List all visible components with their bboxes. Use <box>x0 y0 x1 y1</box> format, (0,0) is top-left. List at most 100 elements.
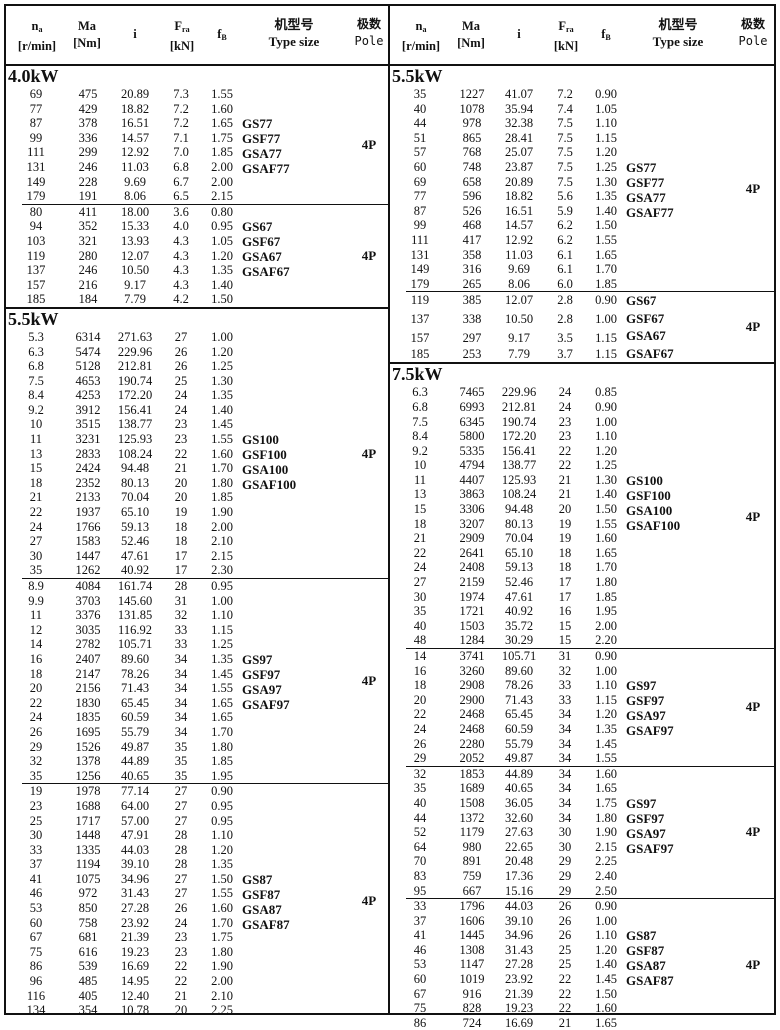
cell-radial-force: 31 <box>558 649 572 663</box>
cell-torque: 596 <box>462 189 482 204</box>
cell-radial-force: 33 <box>558 692 572 707</box>
type-size: GSAF67 <box>626 345 674 361</box>
cell-service-factor: 1.10 <box>595 928 617 943</box>
cell-radial-force: 7.5 <box>557 159 573 174</box>
type-size: GS77 <box>626 160 657 175</box>
cell-ratio: 47.61 <box>120 548 150 563</box>
cell-service-factor: 1.55 <box>595 751 617 766</box>
table-row: 131 246 11.03 6.8 2.00 <box>6 160 388 175</box>
cell-ratio: 105.71 <box>117 637 153 652</box>
cell-output-speed: 8.9 <box>28 579 44 593</box>
cell-output-speed: 23 <box>29 798 43 813</box>
cell-torque: 265 <box>462 276 482 291</box>
cell-ratio: 172.20 <box>501 429 537 444</box>
cell-ratio: 18.82 <box>120 101 150 116</box>
table-row: 53 1147 27.28 25 1.40 <box>390 957 774 972</box>
cell-torque: 1194 <box>75 857 101 872</box>
table-row: 13 2833 108.24 22 1.60 <box>6 447 388 462</box>
header-ratio: i <box>517 27 521 41</box>
cell-torque: 980 <box>462 839 482 854</box>
cell-ratio: 13.93 <box>120 233 150 248</box>
cell-service-factor: 1.10 <box>595 429 617 444</box>
cell-radial-force: 6.8 <box>173 159 189 174</box>
cell-ratio: 49.87 <box>504 751 534 766</box>
table-row: 9.9 3703 145.60 31 1.00 <box>6 594 388 609</box>
cell-radial-force: 26 <box>174 344 188 359</box>
cell-radial-force: 20 <box>174 1003 188 1018</box>
cell-service-factor: 1.60 <box>211 901 233 916</box>
cell-output-speed: 137 <box>26 263 46 278</box>
cell-radial-force: 6.5 <box>173 189 189 204</box>
cell-torque: 299 <box>78 145 98 160</box>
cell-ratio: 27.28 <box>120 901 150 916</box>
table-row: 35 1689 40.65 34 1.65 <box>390 781 774 796</box>
cell-ratio: 138.77 <box>117 417 153 432</box>
cell-radial-force: 22 <box>174 974 188 989</box>
cell-service-factor: 1.65 <box>211 695 233 710</box>
cell-ratio: 31.43 <box>504 942 534 957</box>
type-size: GSA100 <box>626 502 673 518</box>
cell-radial-force: 28 <box>174 579 188 593</box>
type-size: GSF87 <box>242 886 281 902</box>
cell-radial-force: 23 <box>558 429 572 444</box>
cell-output-speed: 69 <box>29 87 43 101</box>
cell-output-speed: 12 <box>29 622 43 637</box>
cell-radial-force: 34 <box>174 666 188 681</box>
cell-torque: 1308 <box>459 942 485 957</box>
cell-torque: 681 <box>78 930 98 945</box>
cell-output-speed: 35 <box>413 604 427 619</box>
table-row: 20 2900 71.43 33 1.15 <box>390 693 774 708</box>
cell-torque: 1508 <box>459 795 485 810</box>
cell-service-factor: 1.80 <box>211 475 233 490</box>
type-size-list: GS97 GSF97 GSA97 GSAF97 <box>626 649 674 766</box>
cell-output-speed: 111 <box>411 232 429 247</box>
power-rating-title: 5.5kW <box>392 66 443 86</box>
table-row: 13 3863 108.24 21 1.40 <box>390 487 774 502</box>
cell-service-factor: 1.65 <box>211 116 233 131</box>
cell-service-factor: 1.45 <box>211 666 233 681</box>
cell-service-factor: 1.30 <box>595 174 617 189</box>
cell-output-speed: 40 <box>413 101 427 116</box>
cell-ratio: 34.96 <box>120 871 150 886</box>
cell-service-factor: 2.15 <box>211 189 233 204</box>
cell-radial-force: 28 <box>174 828 188 843</box>
table-row: 14 3741 105.71 31 0.90 <box>390 649 774 664</box>
cell-torque: 1978 <box>75 784 101 799</box>
cell-torque: 978 <box>462 116 482 131</box>
type-size-list: GS100 GSF100 GSA100 GSAF100 <box>242 330 296 578</box>
cell-output-speed: 137 <box>410 312 430 327</box>
cell-output-speed: 37 <box>29 857 43 872</box>
table-row: 131 358 11.03 6.1 1.65 <box>390 248 774 263</box>
table-row: 24 1766 59.13 18 2.00 <box>6 520 388 535</box>
cell-output-speed: 33 <box>29 842 43 857</box>
cell-ratio: 44.03 <box>504 899 534 914</box>
table-row: 119 385 12.07 2.8 0.90 <box>390 292 774 308</box>
cell-service-factor: 1.35 <box>211 857 233 872</box>
cell-torque: 2900 <box>459 692 485 707</box>
cell-radial-force: 34 <box>174 681 188 696</box>
cell-output-speed: 75 <box>413 1001 427 1016</box>
table-row: 60 748 23.87 7.5 1.25 <box>390 160 774 175</box>
cell-torque: 1075 <box>75 871 101 886</box>
gearbox-group: 69 475 20.89 7.3 1.55 77 429 18.82 7.2 1.60 87 378 1… <box>6 87 388 204</box>
cell-radial-force: 34 <box>558 721 572 736</box>
cell-ratio: 59.13 <box>504 560 534 575</box>
type-size: GSAF97 <box>626 840 674 856</box>
table-row: 40 1503 35.72 15 2.00 <box>390 619 774 634</box>
table-row: 60 758 23.92 24 1.70 <box>6 916 388 931</box>
cell-ratio: 138.77 <box>501 458 537 473</box>
cell-service-factor: 1.55 <box>211 87 233 101</box>
pole-count: 4P <box>745 319 761 335</box>
type-size: GSF100 <box>242 447 287 463</box>
cell-radial-force: 24 <box>174 388 188 403</box>
cell-ratio: 14.57 <box>120 130 150 145</box>
cell-ratio: 16.69 <box>504 1015 534 1030</box>
cell-service-factor: 1.00 <box>595 312 617 327</box>
cell-radial-force: 22 <box>174 959 188 974</box>
table-row: 10 4794 138.77 22 1.25 <box>390 458 774 473</box>
cell-ratio: 40.65 <box>504 781 534 796</box>
cell-service-factor: 1.65 <box>595 1015 617 1030</box>
cell-service-factor: 2.00 <box>211 519 233 534</box>
cell-service-factor: 2.00 <box>595 618 617 633</box>
cell-output-speed: 11 <box>29 608 43 623</box>
